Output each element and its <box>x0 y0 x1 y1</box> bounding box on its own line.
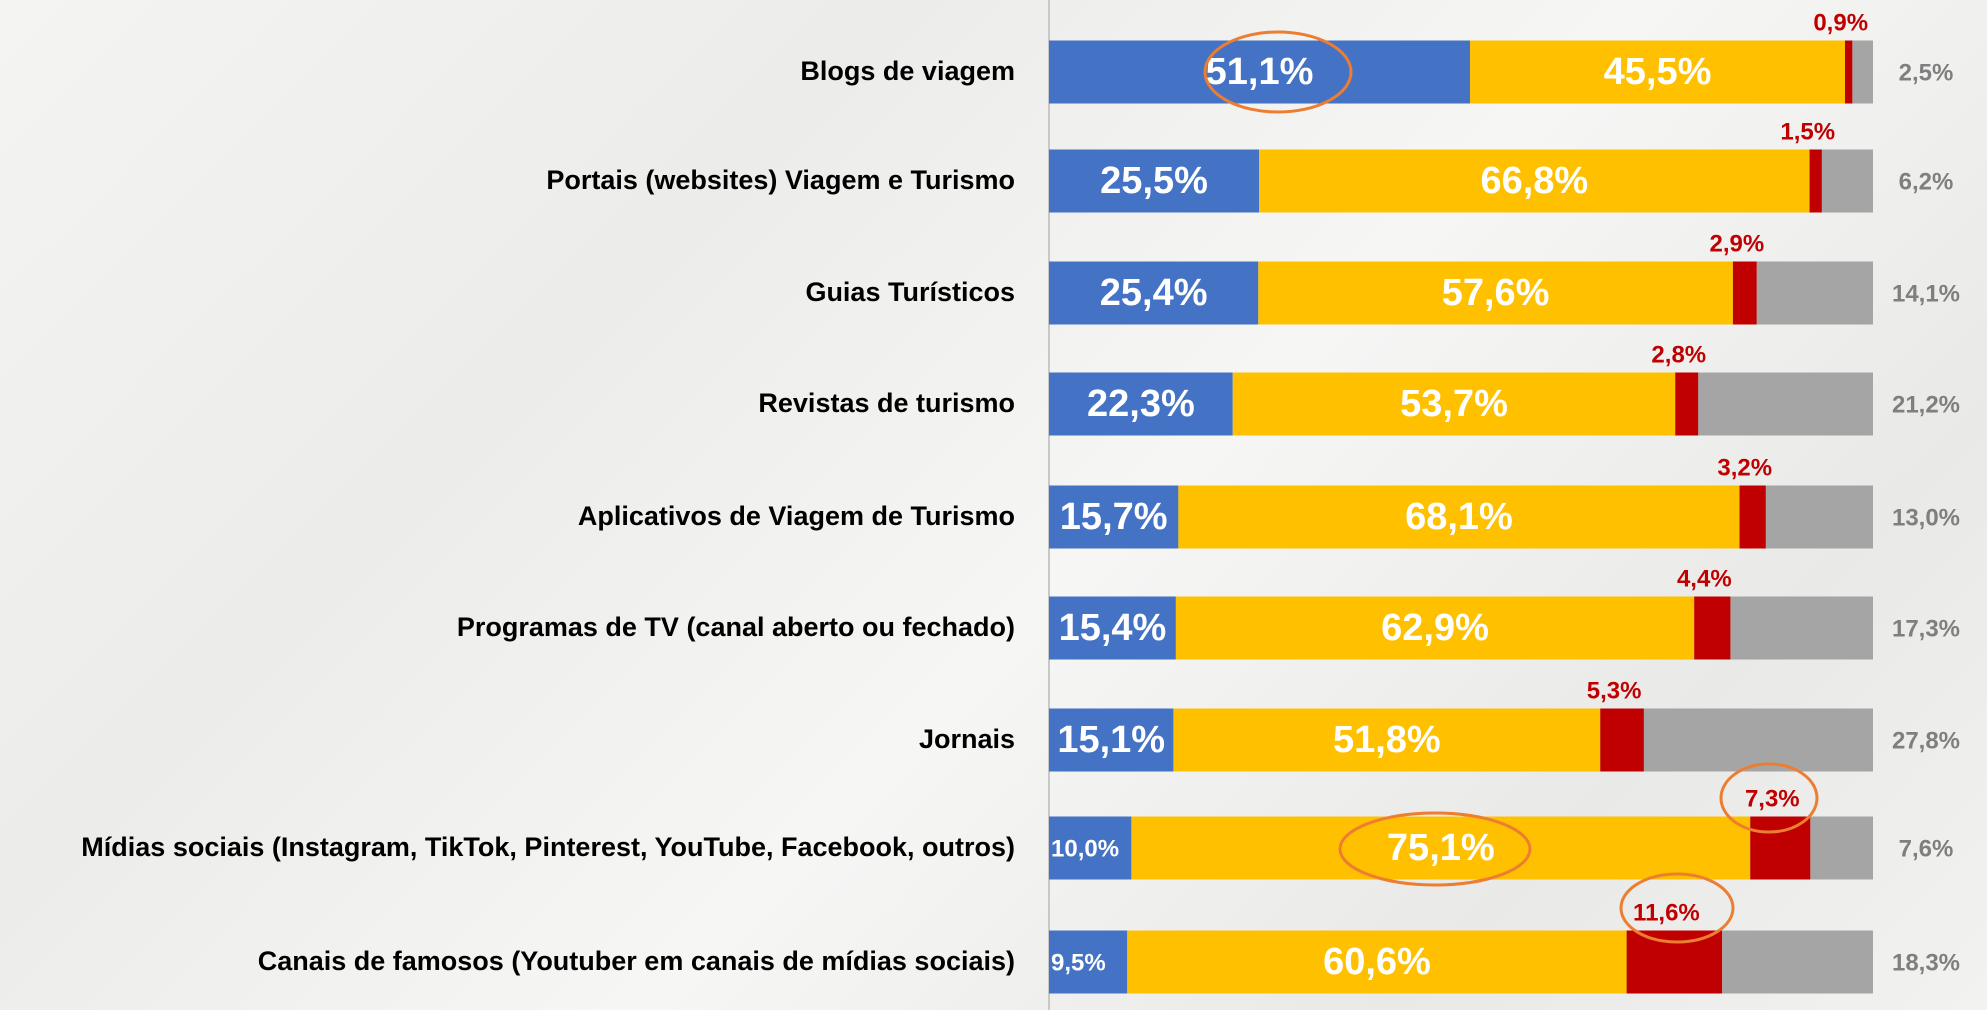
category-label: Canais de famosos (Youtuber em canais de… <box>258 945 1015 979</box>
bar-segment <box>1750 817 1810 880</box>
value-label: 14,1% <box>1892 280 1960 307</box>
bar-segment <box>1740 486 1766 549</box>
bar-segment <box>1694 597 1730 660</box>
value-label: 1,5% <box>1780 118 1835 145</box>
value-label: 9,5% <box>1051 949 1106 976</box>
value-label: 0,9% <box>1813 9 1868 36</box>
category-label: Jornais <box>919 723 1015 757</box>
value-label: 68,1% <box>1405 496 1513 538</box>
bar-segment <box>1810 817 1873 880</box>
value-label: 4,4% <box>1677 565 1732 592</box>
bar-segment <box>1845 41 1852 104</box>
bar-segment <box>1730 597 1873 660</box>
bar-segment <box>1757 262 1873 325</box>
value-label: 11,6% <box>1633 899 1700 926</box>
bar-segment <box>1852 41 1873 104</box>
value-label: 15,7% <box>1060 496 1168 538</box>
value-label: 15,4% <box>1059 607 1167 649</box>
category-label: Revistas de turismo <box>758 387 1015 421</box>
value-label: 25,5% <box>1100 160 1208 202</box>
bar-segment <box>1698 373 1873 436</box>
value-label: 17,3% <box>1892 615 1960 642</box>
value-label: 25,4% <box>1100 272 1208 314</box>
bar-segment <box>1810 150 1822 213</box>
value-label: 3,2% <box>1717 454 1772 481</box>
value-label: 45,5% <box>1604 51 1712 93</box>
category-label: Programas de TV (canal aberto ou fechado… <box>457 611 1015 645</box>
bar-segment <box>1766 486 1873 549</box>
value-label: 21,2% <box>1892 391 1960 418</box>
value-label: 57,6% <box>1442 272 1550 314</box>
value-label: 53,7% <box>1400 383 1508 425</box>
bar-segment <box>1627 931 1723 994</box>
value-label: 5,3% <box>1587 677 1642 704</box>
page: 51,1% 45,5% 0,9% 2,5% 25,5% 66,8% 1,5% 6,2% 25,4… <box>0 0 1987 1010</box>
value-label: 66,8% <box>1480 160 1588 202</box>
category-label: Mídias sociais (Instagram, TikTok, Pinte… <box>81 831 1015 865</box>
value-label: 60,6% <box>1323 941 1431 983</box>
value-label: 7,6% <box>1899 835 1954 862</box>
bar-segment <box>1822 150 1873 213</box>
bar-segment <box>1644 709 1873 772</box>
value-label: 2,8% <box>1651 341 1706 368</box>
bar-segment <box>1722 931 1873 994</box>
bar-segment <box>1733 262 1757 325</box>
bar-segment <box>1675 373 1698 436</box>
value-label: 6,2% <box>1899 168 1954 195</box>
value-label: 51,1% <box>1206 51 1314 93</box>
category-label: Blogs de viagem <box>800 55 1015 89</box>
value-label: 15,1% <box>1057 719 1165 761</box>
value-label: 27,8% <box>1892 727 1960 754</box>
value-label: 51,8% <box>1333 719 1441 761</box>
bar-segment <box>1600 709 1644 772</box>
value-label: 2,9% <box>1710 230 1765 257</box>
value-label: 13,0% <box>1892 504 1960 531</box>
value-label: 75,1% <box>1387 827 1495 869</box>
value-label: 22,3% <box>1087 383 1195 425</box>
category-label: Aplicativos de Viagem de Turismo <box>578 500 1015 534</box>
value-label: 62,9% <box>1381 607 1489 649</box>
value-label: 2,5% <box>1899 59 1954 86</box>
value-label: 7,3% <box>1745 785 1800 812</box>
category-label: Guias Turísticos <box>805 276 1015 310</box>
value-label: 10,0% <box>1051 835 1119 862</box>
value-label: 18,3% <box>1892 949 1960 976</box>
category-label: Portais (websites) Viagem e Turismo <box>546 164 1015 198</box>
